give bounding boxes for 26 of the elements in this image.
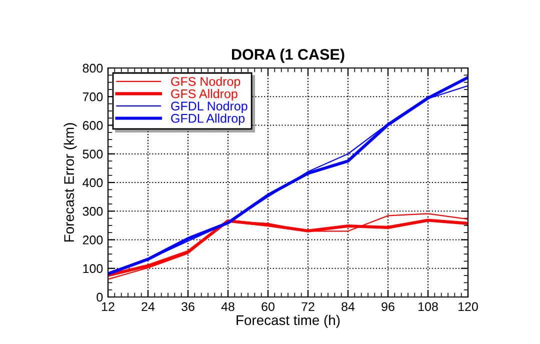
legend-label: GFS Nodrop bbox=[171, 76, 240, 88]
x-tick-label: 108 bbox=[418, 302, 438, 312]
y-tick-label: 400 bbox=[82, 178, 103, 188]
y-tick-label: 500 bbox=[82, 150, 103, 159]
y-tick-label: 200 bbox=[82, 236, 103, 244]
legend-label: GFS Alldrop bbox=[171, 89, 238, 101]
x-tick-label: 84 bbox=[342, 302, 355, 312]
x-axis-title: Forecast time (h) bbox=[236, 314, 340, 328]
y-tick-label: 0 bbox=[96, 292, 103, 302]
x-tick-label: 36 bbox=[182, 302, 194, 312]
legend-label: GFDL Alldrop bbox=[171, 114, 245, 126]
y-tick-label: 600 bbox=[82, 121, 103, 130]
x-tick-label: 72 bbox=[302, 302, 314, 311]
legend-label: GFDL Nodrop bbox=[171, 101, 248, 113]
y-axis-title: Forecast Error (km) bbox=[64, 123, 77, 242]
y-tick-label: 300 bbox=[82, 206, 103, 216]
x-tick-label: 120 bbox=[458, 302, 478, 312]
chart-title: DORA (1 CASE) bbox=[232, 48, 344, 63]
x-tick-label: 12 bbox=[102, 302, 114, 311]
y-tick-label: 100 bbox=[83, 264, 103, 274]
x-tick-label: 48 bbox=[221, 302, 234, 312]
x-tick-label: 60 bbox=[262, 302, 274, 312]
x-tick-label: 96 bbox=[382, 302, 394, 312]
x-tick-label: 24 bbox=[142, 302, 155, 311]
y-tick-label: 700 bbox=[82, 92, 103, 102]
y-tick-label: 800 bbox=[82, 64, 103, 73]
